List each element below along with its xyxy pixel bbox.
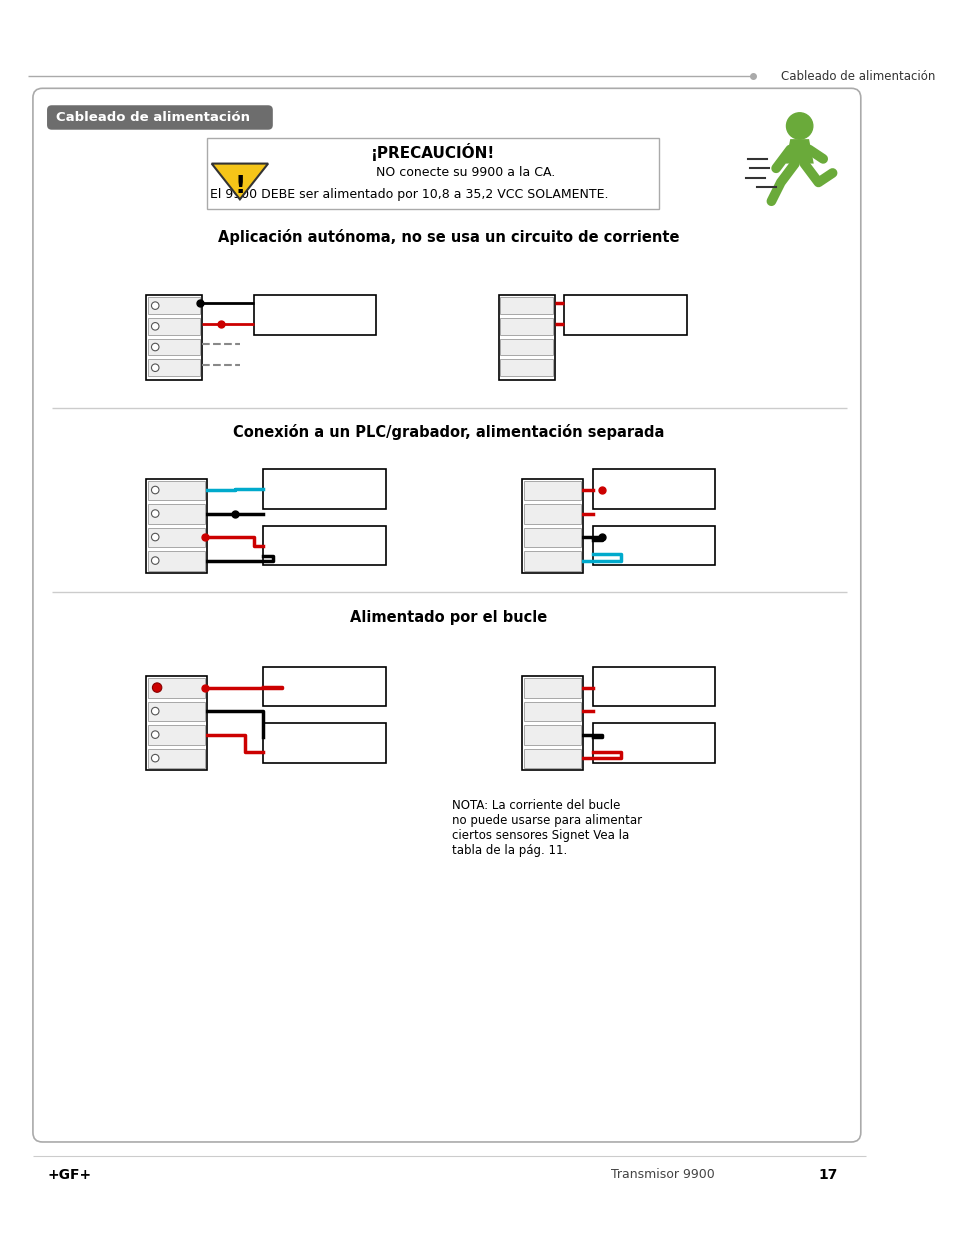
Bar: [148, 701, 205, 721]
Bar: [523, 527, 580, 547]
Bar: [523, 551, 580, 571]
Text: Alimentado por el bucle: Alimentado por el bucle: [350, 610, 547, 625]
Circle shape: [152, 731, 159, 739]
Bar: [207, 138, 658, 209]
Bar: [263, 526, 385, 566]
Bar: [592, 724, 714, 763]
Bar: [263, 469, 385, 509]
Text: NOTA: La corriente del bucle
no puede usarse para alimentar
ciertos sensores Sig: NOTA: La corriente del bucle no puede us…: [451, 799, 641, 857]
Polygon shape: [212, 163, 268, 199]
Bar: [148, 480, 205, 500]
Bar: [146, 479, 207, 573]
Bar: [148, 359, 200, 377]
Circle shape: [152, 708, 159, 715]
Circle shape: [152, 487, 159, 494]
Text: Aplicación autónoma, no se usa un circuito de corriente: Aplicación autónoma, no se usa un circui…: [218, 228, 679, 245]
Bar: [253, 295, 375, 335]
Bar: [263, 667, 385, 706]
Circle shape: [152, 755, 159, 762]
Text: Cableado de alimentación: Cableado de alimentación: [56, 111, 251, 124]
Bar: [523, 678, 580, 698]
Bar: [148, 504, 205, 524]
Circle shape: [152, 683, 162, 693]
Circle shape: [152, 322, 159, 330]
Text: 17: 17: [818, 1168, 837, 1182]
Bar: [498, 295, 555, 380]
Bar: [500, 298, 553, 314]
Bar: [148, 551, 205, 571]
Text: Conexión a un PLC/grabador, alimentación separada: Conexión a un PLC/grabador, alimentación…: [233, 424, 663, 440]
Bar: [523, 725, 580, 745]
Bar: [148, 527, 205, 547]
Circle shape: [152, 510, 159, 517]
Bar: [148, 298, 200, 314]
Bar: [592, 526, 714, 566]
Bar: [148, 725, 205, 745]
Bar: [523, 504, 580, 524]
Bar: [263, 724, 385, 763]
Text: !: !: [234, 174, 245, 198]
Circle shape: [785, 112, 812, 140]
Bar: [148, 678, 205, 698]
Bar: [564, 295, 686, 335]
Text: El 9900 DEBE ser alimentado por 10,8 a 35,2 VCC SOLAMENTE.: El 9900 DEBE ser alimentado por 10,8 a 3…: [210, 188, 608, 201]
Bar: [500, 338, 553, 356]
Bar: [521, 677, 582, 771]
Text: Transmisor 9900: Transmisor 9900: [611, 1168, 715, 1182]
Polygon shape: [784, 140, 813, 163]
Bar: [521, 479, 582, 573]
Bar: [148, 748, 205, 768]
Circle shape: [152, 343, 159, 351]
Circle shape: [152, 364, 159, 372]
Bar: [500, 317, 553, 335]
Bar: [146, 677, 207, 771]
Text: ¡PRECAUCIÓN!: ¡PRECAUCIÓN!: [370, 143, 495, 162]
Text: +GF+: +GF+: [47, 1168, 91, 1182]
Bar: [592, 667, 714, 706]
Text: NO conecte su 9900 a la CA.: NO conecte su 9900 a la CA.: [375, 167, 555, 179]
Text: Cableado de alimentación: Cableado de alimentación: [780, 69, 934, 83]
Bar: [523, 480, 580, 500]
Bar: [592, 469, 714, 509]
FancyBboxPatch shape: [33, 89, 860, 1142]
Circle shape: [152, 534, 159, 541]
Circle shape: [152, 301, 159, 310]
Circle shape: [152, 557, 159, 564]
Bar: [148, 317, 200, 335]
Bar: [500, 359, 553, 377]
FancyBboxPatch shape: [47, 105, 273, 130]
Bar: [523, 748, 580, 768]
Bar: [148, 338, 200, 356]
Bar: [523, 701, 580, 721]
Bar: [146, 295, 202, 380]
